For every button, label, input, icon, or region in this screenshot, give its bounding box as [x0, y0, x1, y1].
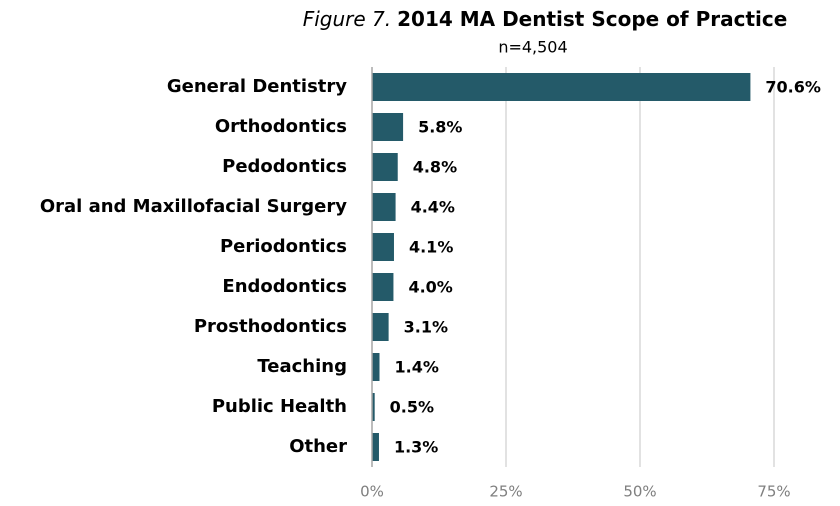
y-tick-label: Other	[289, 436, 347, 457]
y-tick-label: Teaching	[257, 356, 347, 377]
chart-title-group: Figure 7. 2014 MA Dentist Scope of Practi…	[303, 7, 788, 31]
value-label: 5.8%	[418, 118, 462, 137]
bar	[372, 433, 379, 461]
x-tick-label: 50%	[623, 483, 656, 501]
x-tick-label: 25%	[489, 483, 522, 501]
value-label: 3.1%	[404, 318, 448, 337]
y-tick-label: Public Health	[212, 396, 347, 417]
value-label: 1.3%	[394, 438, 438, 457]
bar	[372, 73, 751, 101]
bar	[372, 233, 394, 261]
bar	[372, 153, 398, 181]
x-tick-label: 0%	[360, 483, 384, 501]
y-tick-label: Pedodontics	[222, 156, 347, 177]
value-label: 4.1%	[409, 238, 453, 257]
value-label: 4.4%	[411, 198, 455, 217]
y-tick-label: Orthodontics	[215, 116, 347, 137]
y-tick-label: Prosthodontics	[194, 316, 347, 337]
y-tick-label: General Dentistry	[167, 76, 347, 97]
x-tick-label: 75%	[757, 483, 790, 501]
value-label: 70.6%	[765, 78, 821, 97]
bar	[372, 193, 396, 221]
chart-subtitle: n=4,504	[498, 38, 567, 57]
bar	[372, 113, 404, 141]
value-label: 4.8%	[413, 158, 457, 177]
y-tick-label: Endodontics	[222, 276, 347, 297]
value-label: 4.0%	[408, 278, 452, 297]
chart-title: 2014 MA Dentist Scope of Practice	[397, 7, 787, 31]
figure-label: Figure 7.	[303, 7, 391, 31]
bar	[372, 273, 394, 301]
bar	[372, 313, 389, 341]
value-label: 1.4%	[395, 358, 439, 377]
bar	[372, 393, 375, 421]
value-label: 0.5%	[390, 398, 434, 417]
bar	[372, 353, 380, 381]
y-tick-label: Oral and Maxillofacial Surgery	[40, 196, 347, 217]
y-tick-label: Periodontics	[220, 236, 347, 257]
